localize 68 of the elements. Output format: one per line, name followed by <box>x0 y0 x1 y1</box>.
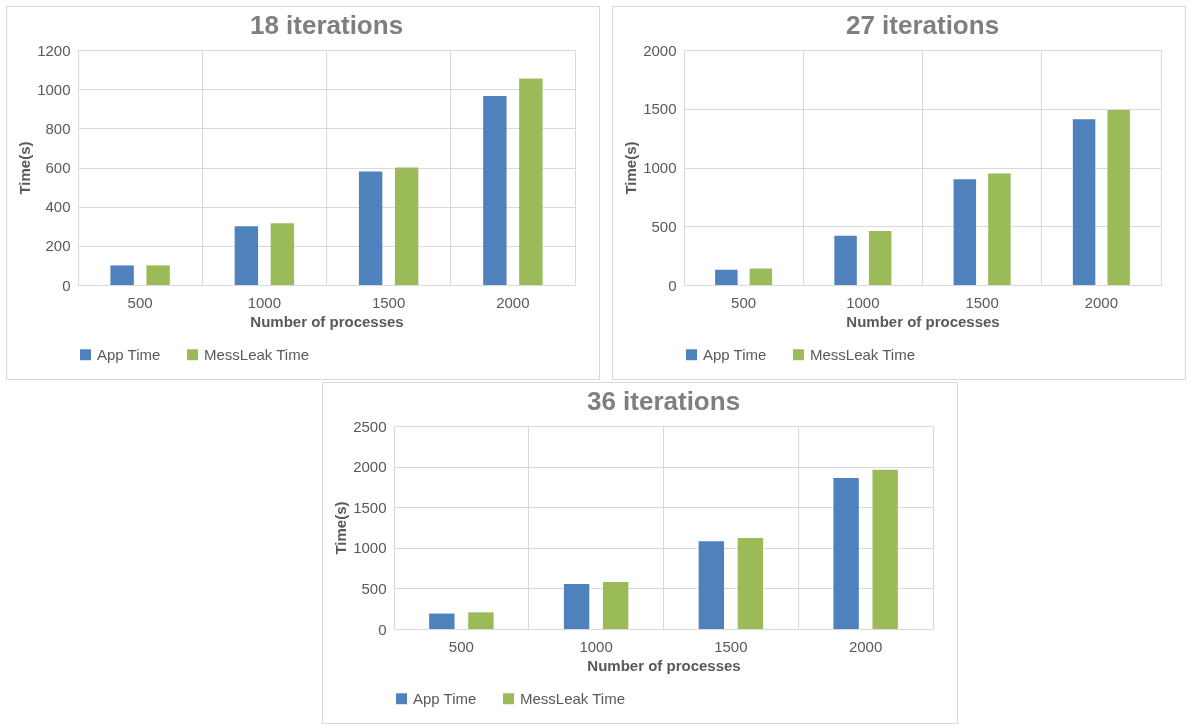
x-tick-label: 1000 <box>247 293 282 311</box>
y-tick-label: 1000 <box>353 539 387 557</box>
y-tick-label: 400 <box>45 198 71 216</box>
bar <box>429 613 455 629</box>
bar <box>737 538 764 629</box>
bar <box>519 78 543 285</box>
y-tick-label: 200 <box>45 237 71 255</box>
y-tick-label: 2000 <box>643 41 677 59</box>
y-tick-label: 1500 <box>353 498 387 516</box>
y-tick-label: 2000 <box>353 458 387 476</box>
bar <box>953 179 977 285</box>
x-tick-label: 2000 <box>848 637 883 655</box>
y-tick-label: 2500 <box>353 417 387 435</box>
x-tick-label: 1000 <box>579 637 613 655</box>
legend-label: App Time <box>97 345 161 363</box>
bar <box>358 171 383 285</box>
bar <box>833 477 859 629</box>
bar <box>234 226 259 285</box>
y-tick-label: 0 <box>62 276 71 294</box>
bar <box>394 167 419 285</box>
y-tick-label: 1000 <box>643 159 677 176</box>
x-axis-title: Number of processes <box>846 312 1000 330</box>
y-tick-label: 1500 <box>643 100 677 118</box>
bar <box>602 581 629 629</box>
x-tick-label: 1500 <box>965 293 999 311</box>
bar <box>1072 119 1096 285</box>
x-axis-title: Number of processes <box>250 312 404 330</box>
bar <box>1107 109 1130 285</box>
bar <box>483 96 507 285</box>
y-tick-label: 1000 <box>37 80 71 98</box>
bar <box>834 235 857 285</box>
y-tick-label: 800 <box>45 119 71 137</box>
chart-title: 27 iterations <box>845 10 1000 40</box>
x-tick-label: 1500 <box>714 637 748 655</box>
bar <box>146 265 170 285</box>
x-tick-label: 500 <box>731 293 757 311</box>
bar <box>749 268 773 285</box>
y-axis-title: Time(s) <box>332 501 350 555</box>
chart-title: 18 iterations <box>249 10 404 40</box>
legend-label: MessLeak Time <box>204 345 310 363</box>
legend-label: MessLeak Time <box>520 689 626 707</box>
bar <box>988 173 1011 285</box>
bar <box>563 583 590 629</box>
y-tick-label: 500 <box>361 579 387 597</box>
bar <box>110 265 134 285</box>
y-tick-label: 0 <box>668 276 677 294</box>
y-axis-title: Time(s) <box>16 141 34 195</box>
x-tick-label: 500 <box>448 637 474 655</box>
legend-label: App Time <box>413 689 477 707</box>
y-tick-label: 600 <box>45 159 71 176</box>
legend-label: App Time <box>703 345 767 363</box>
bar <box>868 230 892 285</box>
x-tick-label: 2000 <box>496 293 530 311</box>
y-axis-title: Time(s) <box>622 141 640 195</box>
legend-label: MessLeak Time <box>810 345 916 363</box>
x-tick-label: 500 <box>127 293 153 311</box>
y-tick-label: 500 <box>651 217 677 235</box>
x-tick-label: 2000 <box>1084 293 1119 311</box>
bar <box>468 612 494 629</box>
y-tick-label: 0 <box>378 620 387 638</box>
bar <box>872 469 898 629</box>
bar <box>698 541 725 629</box>
x-tick-label: 1000 <box>846 293 880 311</box>
chart-title: 36 iterations <box>586 386 741 416</box>
bar <box>715 269 738 285</box>
y-tick-label: 1200 <box>37 41 71 59</box>
bar <box>270 223 295 285</box>
x-axis-title: Number of processes <box>587 656 741 674</box>
